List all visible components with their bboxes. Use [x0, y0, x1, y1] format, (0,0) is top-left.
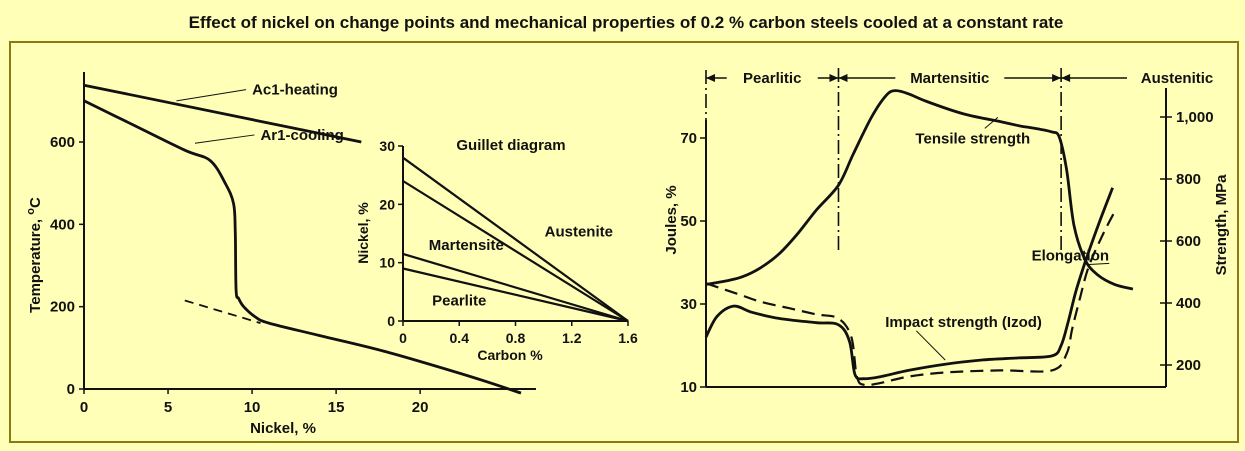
c3-leader-tensile-strength: [984, 116, 999, 129]
c3-left-tick-label: 50: [680, 213, 697, 230]
c3-right-tick-label: 800: [1176, 171, 1201, 188]
c2-y-tick-label: 20: [379, 196, 395, 212]
c3-left-tick-label: 70: [680, 130, 697, 147]
c2-region-label-austenite: Austenite: [545, 223, 613, 240]
c1-line-ar1-cooling: [83, 99, 522, 395]
c2-x-tick-label: 1.2: [562, 330, 582, 346]
guillet-diagram: 0 0.4 0.8 1.2 1.6 0 10 20 30 Austenite Martensite…: [355, 137, 638, 363]
c2-x-axis-label: Carbon %: [477, 347, 543, 363]
c2-x-tick-label: 0.4: [450, 330, 470, 346]
c2-y-axis-label: Nickel, %: [355, 202, 371, 264]
c1-x-tick-label: 20: [412, 399, 429, 416]
c3-right-tick-label: 400: [1176, 295, 1201, 312]
c1-y-tick-label: 400: [50, 216, 75, 233]
c3-right-tick-label: 200: [1176, 357, 1201, 374]
c2-boundary-line-4: [402, 267, 629, 323]
c1-line-ac1-heating: [83, 83, 362, 144]
c3-phase-label-bg-austenitic: [1127, 68, 1227, 88]
c3-phase-label-austenitic: Austenitic: [1141, 70, 1214, 87]
c3-right-axis-label: Strength, MPa: [1213, 174, 1230, 275]
c2-boundary-line-1: [402, 156, 629, 322]
mechanical-properties-chart: Pearlitic Martensitic Austenitic 10 30 50 70 2…: [663, 68, 1230, 396]
c2-x-tick-label: 0.8: [506, 330, 526, 346]
c3-label-elongation: Elongation: [1032, 247, 1110, 264]
c2-y-tick-label: 0: [387, 313, 395, 329]
c2-x-tick-label: 0: [399, 330, 407, 346]
figure-title: Effect of nickel on change points and me…: [189, 13, 1064, 32]
c1-label-ar1-cooling: Ar1-cooling: [260, 127, 343, 144]
c1-x-tick-label: 10: [244, 399, 261, 416]
c3-leader-impact-strength-izod: [915, 330, 946, 361]
c3-phase-label-bg-pearlitic: [726, 68, 818, 88]
c1-y-tick-label: 0: [67, 381, 75, 398]
c1-leader-ac1-heating: [176, 89, 247, 102]
c3-left-tick-label: 30: [680, 296, 697, 313]
c3-line-impact-strength-izod-dashed: [705, 208, 1118, 387]
c1-x-tick-label: 5: [164, 399, 172, 416]
c3-phase-arrowhead: [1061, 74, 1071, 82]
c3-left-axis-label: Joules, %: [663, 185, 680, 254]
c3-phase-label-bg-martensitic: [895, 68, 1005, 88]
c3-phase-arrowhead: [706, 74, 715, 82]
c1-label-ac1-heating: Ac1-heating: [252, 82, 338, 99]
c2-y-tick-label: 30: [379, 138, 395, 154]
c2-x-tick-label: 1.6: [618, 330, 638, 346]
c3-phase-label-martensitic: Martensitic: [910, 70, 989, 87]
c3-line-tensile-strength: [705, 89, 1134, 291]
c3-label-impact-strength-izod: Impact strength (Izod): [885, 314, 1042, 331]
c3-left-tick-label: 10: [680, 379, 697, 396]
c3-phase-label-pearlitic: Pearlitic: [743, 70, 801, 87]
c3-phase-arrowhead: [829, 74, 839, 82]
c2-title: Guillet diagram: [456, 137, 565, 154]
outer-frame: [9, 41, 1239, 443]
c1-line-dashed-extension-2: [184, 299, 261, 324]
c3-phase-arrowhead: [1052, 74, 1062, 82]
c2-y-tick-label: 10: [379, 255, 395, 271]
c1-x-tick-label: 0: [80, 399, 88, 416]
c3-label-tensile-strength: Tensile strength: [915, 130, 1030, 147]
c1-leader-ar1-cooling: [194, 134, 255, 144]
c3-right-tick-label: 600: [1176, 233, 1201, 250]
c1-y-axis-label-degree: o: [25, 208, 37, 215]
c3-line-impact-strength-izod-solid: [704, 187, 1114, 381]
c1-y-tick-label: 200: [50, 299, 75, 316]
c1-y-axis-label-main: Temperature,: [27, 215, 44, 313]
c1-y-tick-label: 600: [50, 134, 75, 151]
c3-right-tick-label: 1,000: [1176, 109, 1214, 126]
c1-x-tick-label: 15: [328, 399, 345, 416]
c2-region-label-pearlite: Pearlite: [432, 292, 486, 309]
c3-phase-arrowhead: [838, 74, 848, 82]
c1-y-axis-label: Temperature, oC: [25, 197, 44, 313]
c3-leader-elongation: [1086, 262, 1110, 266]
c1-x-axis-label: Nickel, %: [250, 420, 316, 437]
c2-region-label-martensite: Martensite: [429, 237, 504, 254]
c1-y-axis-label-unit: C: [27, 197, 44, 208]
c2-boundary-line-2: [402, 180, 629, 322]
c2-boundary-line-3: [402, 252, 629, 323]
